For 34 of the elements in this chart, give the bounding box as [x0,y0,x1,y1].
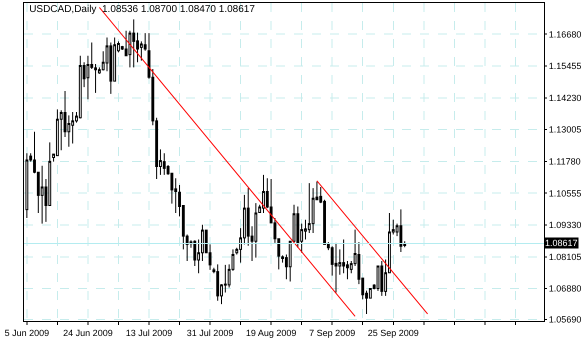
ref-line-label: 1.08617 [545,238,578,248]
x-tick-label: 25 Sep 2009 [368,328,419,338]
x-tick-label: 24 Jun 2009 [63,328,113,338]
candlestick [216,264,220,302]
x-tick-label: 31 Jul 2009 [186,328,234,338]
candlestick [71,112,74,144]
candlestick [399,208,402,252]
candlestick [380,260,384,296]
candlestick [292,204,296,244]
y-tick-label: 1.06880 [548,284,582,294]
x-tick-label: 5 Jun 2009 [4,328,50,338]
y-tick-label: 1.15455 [548,61,582,72]
candlestick [78,55,82,120]
candlestick [296,206,300,248]
candlestick [288,240,292,282]
candlestick [162,152,166,176]
x-tick-label: 19 Aug 2009 [246,328,296,338]
y-tick-label: 1.16680 [548,29,582,40]
y-tick-label: 1.13005 [548,124,582,135]
y-tick-label: 1.10555 [548,188,582,198]
y-tick-label: 1.09330 [548,220,582,230]
y-tick-label: 1.14230 [548,92,582,103]
y-tick-label: 1.11780 [548,156,581,166]
x-tick-label: 7 Sep 2009 [309,328,356,338]
x-tick-label: 13 Jul 2009 [126,328,172,338]
chart-title: USDCAD,Daily 1.08536 1.08700 1.08470 1.08617 [29,4,256,16]
candlestick [334,242,338,293]
y-tick-label: 1.08105 [548,252,582,262]
candlestick [109,42,112,94]
y-tick-label: 1.05690 [548,314,582,325]
candlestick [262,174,265,214]
candlestick [254,202,258,258]
candlestick [132,18,136,68]
candlestick [40,165,44,224]
